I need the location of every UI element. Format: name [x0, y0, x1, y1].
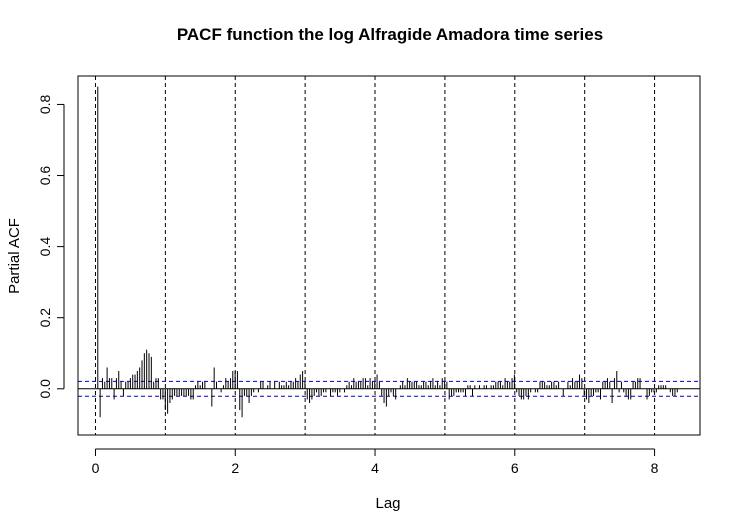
period-marker-lines — [94, 76, 656, 435]
pacf-bars — [97, 86, 678, 418]
x-tick-label: 4 — [371, 460, 379, 476]
y-axis: 0.0 0.2 0.4 0.6 0.8 — [37, 94, 65, 399]
x-tick-label: 2 — [231, 460, 239, 476]
x-tick-label: 8 — [651, 460, 659, 476]
y-tick-label: 0.8 — [37, 94, 53, 114]
y-tick-label: 0.2 — [37, 308, 53, 328]
x-tick-label: 0 — [92, 460, 100, 476]
chart-title: PACF function the log Alfragide Amadora … — [177, 25, 603, 44]
y-tick-label: 0.6 — [37, 166, 53, 186]
x-axis: 0 2 4 6 8 — [92, 448, 659, 476]
y-axis-title: Partial ACF — [6, 218, 23, 294]
plot-frame — [77, 75, 701, 436]
x-axis-title: Lag — [375, 495, 400, 512]
x-tick-label: 6 — [511, 460, 519, 476]
y-tick-label: 0.4 — [37, 237, 53, 257]
confidence-bounds — [78, 380, 700, 397]
y-tick-label: 0.0 — [37, 379, 53, 399]
